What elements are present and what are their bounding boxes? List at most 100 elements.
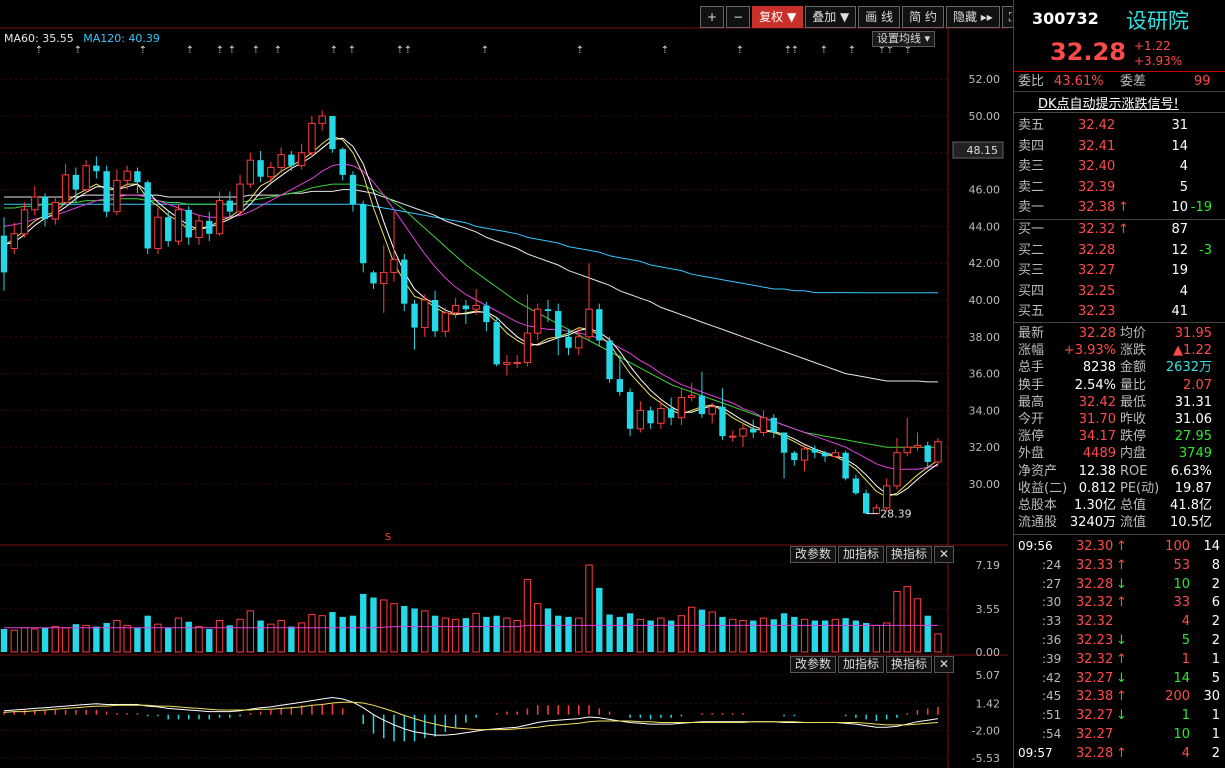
event-marker-icon: ⇡ xyxy=(74,45,82,56)
tick-count: 1 xyxy=(1211,651,1220,667)
sell-row[interactable]: 卖五 32.42 31 xyxy=(1014,117,1225,134)
volume-add-indicator-button[interactable]: 加指标 xyxy=(838,546,885,563)
overlay-button[interactable]: 叠加 ▼ xyxy=(805,6,857,28)
volume-bar-down xyxy=(493,615,500,652)
arrow-up-icon: ↑ xyxy=(1118,222,1129,237)
volume-bar-up xyxy=(20,627,29,653)
candle-body-up xyxy=(934,441,942,463)
stat-label: 均价 xyxy=(1120,326,1147,341)
overlay-label: 叠加 xyxy=(812,10,837,24)
candle-body-down xyxy=(165,217,172,242)
stat-label: 量比 xyxy=(1120,377,1147,393)
candle-body-up xyxy=(913,444,922,448)
stat-row: 最新 32.28 均价 31.95 xyxy=(1014,325,1225,342)
macd-switch-indicator-button[interactable]: 换指标 xyxy=(886,656,933,673)
dk-signal-link[interactable]: DK点自动提示涨跌信号! xyxy=(1038,97,1179,112)
macd-change-params-button[interactable]: 改参数 xyxy=(790,656,837,673)
divider xyxy=(1014,534,1225,535)
fuquan-button[interactable]: 复权 ▼ xyxy=(752,6,804,28)
volume-bar-up xyxy=(687,606,696,653)
candle-body-down xyxy=(103,171,110,212)
candle-body-down xyxy=(616,379,624,392)
macd-dif-line xyxy=(3,696,939,736)
buy-label: 买四 xyxy=(1018,283,1045,299)
stat-value: 0.812 xyxy=(1078,480,1116,496)
tick-row: :33 32.32 4 2 xyxy=(1014,613,1225,630)
buy-row[interactable]: 买一 32.32 ↑ 87 xyxy=(1014,221,1225,238)
volume-bar-down xyxy=(431,615,439,652)
side-collapsed-panel[interactable] xyxy=(1216,95,1225,545)
event-marker-icon: ⇡ xyxy=(404,45,412,56)
zoom-out-button[interactable]: − xyxy=(726,6,751,28)
sell-label: 卖二 xyxy=(1018,179,1045,195)
volume-close-icon[interactable]: ✕ xyxy=(934,546,955,563)
stat-label: 流通股 xyxy=(1018,515,1058,531)
simple-button[interactable]: 简 约 xyxy=(902,6,944,28)
sell-row[interactable]: 卖一 32.38 ↑ 10 -19 xyxy=(1014,199,1225,216)
macd-close-icon[interactable]: ✕ xyxy=(934,656,955,673)
stat-value: 32.28 xyxy=(1078,326,1116,341)
candle-body-down xyxy=(185,209,192,238)
stat-label: 涨停 xyxy=(1018,429,1045,445)
kline-chart[interactable]: 52.0050.0048.0046.0044.0042.0040.0038.00… xyxy=(0,0,1008,768)
candle-body-up xyxy=(441,312,450,332)
candle-body-up xyxy=(739,428,747,437)
volume-bar-up xyxy=(677,615,686,653)
volume-bar-up xyxy=(154,623,162,653)
tick-time: :30 xyxy=(1042,595,1062,610)
candle-body-up xyxy=(903,446,911,454)
sell-row[interactable]: 卖三 32.40 4 xyxy=(1014,158,1225,175)
volume-switch-indicator-button[interactable]: 换指标 xyxy=(886,546,933,563)
candle-body-up xyxy=(318,115,326,124)
stat-label: 总股本 xyxy=(1018,498,1058,513)
zoom-in-button[interactable]: + xyxy=(700,6,725,28)
stat-value: 2.54% xyxy=(1074,377,1116,393)
arrow-up-icon: ↑ xyxy=(1116,539,1127,554)
volume-tick-label: 7.19 xyxy=(976,559,1001,572)
candle-body-down xyxy=(606,340,613,380)
set-ma-label: 设置均线 xyxy=(877,32,921,45)
event-marker-icon: ⇡ xyxy=(139,45,147,56)
arrow-down-icon: ↓ xyxy=(1116,576,1127,592)
weibi-label: 委比 xyxy=(1018,74,1045,89)
hide-button[interactable]: 隐藏 ▸▸ xyxy=(945,6,1000,28)
tick-time: :51 xyxy=(1042,708,1062,723)
candle-body-up xyxy=(882,485,891,509)
candle-body-up xyxy=(380,271,388,284)
macd-add-indicator-button[interactable]: 加指标 xyxy=(838,656,885,673)
sell-price: 32.42 xyxy=(1078,118,1116,133)
stat-value: 6.63% xyxy=(1170,463,1212,479)
candle-body-down xyxy=(339,149,346,175)
candle-body-down xyxy=(206,220,213,234)
set-ma-dropdown[interactable]: 设置均线 ▾ xyxy=(872,31,936,47)
draw-line-button[interactable]: 画 线 xyxy=(858,6,901,28)
price-tick-label: 38.00 xyxy=(969,331,1001,344)
stat-value: 31.06 xyxy=(1174,412,1212,427)
arrow-down-icon: ↓ xyxy=(1116,633,1127,648)
ma-legend: MA60: 35.55 MA120: 40.39 xyxy=(4,32,166,45)
buy-row[interactable]: 买三 32.27 19 xyxy=(1014,262,1225,279)
tick-row: :45 32.38 ↑ 200 30 xyxy=(1014,688,1225,705)
candle-body-up xyxy=(10,233,18,249)
sell-row[interactable]: 卖四 32.41 14 xyxy=(1014,138,1225,155)
buy-row[interactable]: 买二 32.28 12 -3 xyxy=(1014,242,1225,259)
tick-row: :42 32.27 ↓ 14 5 xyxy=(1014,670,1225,687)
buy-qty: 12 xyxy=(1171,242,1188,258)
candle-body-up xyxy=(308,122,316,154)
stat-value: 31.95 xyxy=(1174,326,1212,341)
candle-body-down xyxy=(596,309,603,341)
buy-row[interactable]: 买五 32.23 41 xyxy=(1014,303,1225,320)
sell-label: 卖五 xyxy=(1018,118,1045,133)
volume-bar-up xyxy=(10,629,18,653)
tick-time: :27 xyxy=(1042,576,1062,591)
stock-name[interactable]: 设研院 xyxy=(1126,9,1189,33)
volume-bar-up xyxy=(195,626,203,653)
volume-change-params-button[interactable]: 改参数 xyxy=(790,546,837,563)
volume-bar-down xyxy=(811,620,819,652)
divider xyxy=(1014,219,1225,220)
volume-bar-down xyxy=(626,613,634,652)
buy-row[interactable]: 买四 32.25 4 xyxy=(1014,283,1225,300)
kline-chart-area[interactable]: 52.0050.0048.0046.0044.0042.0040.0038.00… xyxy=(0,0,1025,768)
candle-body-up xyxy=(297,152,306,167)
sell-row[interactable]: 卖二 32.39 5 xyxy=(1014,179,1225,196)
